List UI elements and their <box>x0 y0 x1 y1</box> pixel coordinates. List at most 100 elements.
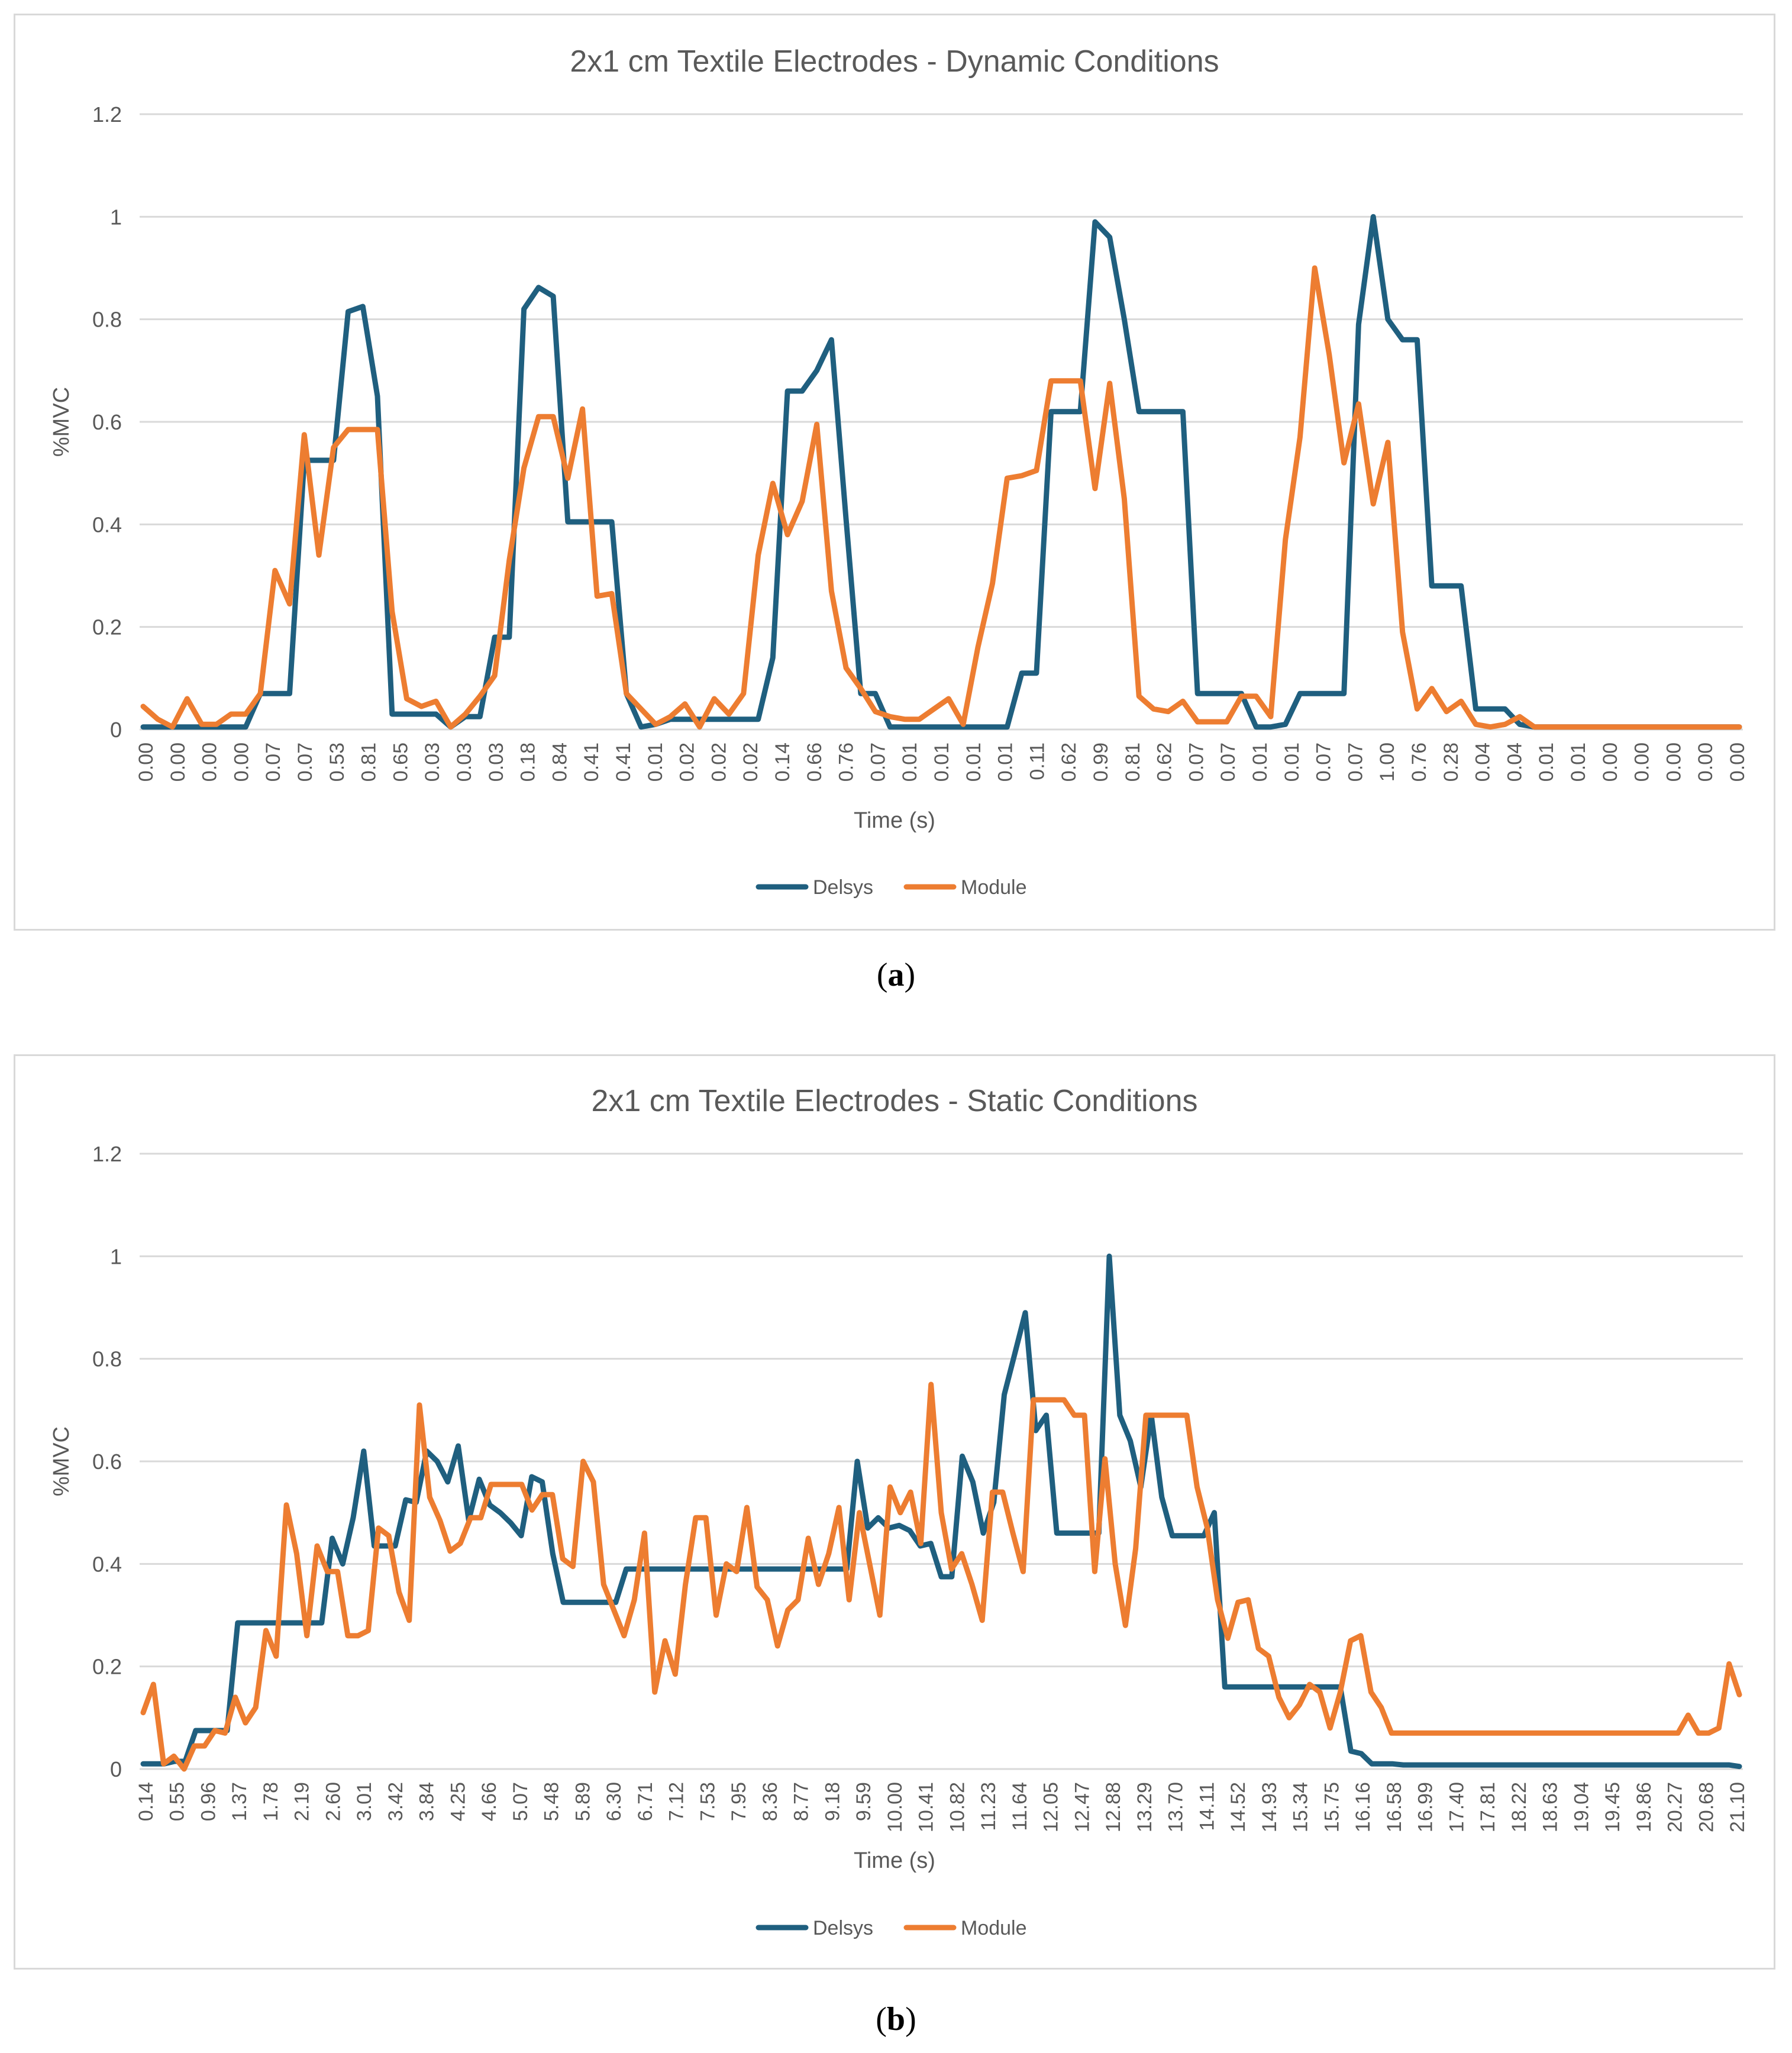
x-tick-label: 19.86 <box>1633 1782 1655 1832</box>
x-tick-label: 0.41 <box>612 743 635 782</box>
y-tick-label: 0.8 <box>92 1347 122 1371</box>
x-tick-label: 0.00 <box>1726 743 1749 782</box>
x-tick-label: 0.41 <box>580 743 603 782</box>
x-axis-label: Time (s) <box>854 808 935 833</box>
series-line-delsys <box>140 1253 1742 1770</box>
x-tick-label: 0.53 <box>326 743 348 782</box>
x-tick-label: 8.77 <box>790 1782 813 1821</box>
y-tick-label: 0.6 <box>92 410 122 434</box>
x-tick-label: 10.41 <box>915 1782 938 1832</box>
x-tick-label: 0.14 <box>771 743 794 782</box>
x-tick-label: 0.00 <box>1599 743 1622 782</box>
x-tick-label: 0.02 <box>708 743 730 782</box>
x-tick-label: 0.76 <box>835 743 858 782</box>
x-tick-label: 3.84 <box>416 1782 438 1821</box>
x-tick-label: 0.76 <box>1408 743 1431 782</box>
x-tick-label: 0.01 <box>1535 743 1558 782</box>
y-tick-label: 1 <box>110 1244 122 1268</box>
x-tick-label: 14.93 <box>1258 1782 1281 1832</box>
y-tick-label: 0.2 <box>92 1655 122 1679</box>
dynamic-chart-svg: 2x1 cm Textile Electrodes - Dynamic Cond… <box>49 44 1749 899</box>
x-tick-label: 0.00 <box>135 743 157 782</box>
x-tick-label: 14.52 <box>1227 1782 1249 1832</box>
x-tick-label: 0.07 <box>1344 743 1367 782</box>
x-tick-label: 6.71 <box>634 1782 657 1821</box>
legend-label-delsys: Delsys <box>813 876 873 899</box>
x-tick-label: 4.25 <box>447 1782 469 1821</box>
x-tick-label: 0.04 <box>1503 743 1526 782</box>
y-tick-label: 0 <box>110 1757 122 1781</box>
x-tick-label: 4.66 <box>478 1782 501 1821</box>
x-tick-label: 0.65 <box>389 743 412 782</box>
x-tick-label: 12.05 <box>1040 1782 1063 1832</box>
x-tick-label: 5.89 <box>571 1782 594 1821</box>
x-tick-label: 14.11 <box>1196 1782 1218 1831</box>
x-tick-label: 0.07 <box>867 743 889 782</box>
x-tick-label: 16.58 <box>1383 1782 1406 1832</box>
x-tick-label: 3.42 <box>385 1782 407 1821</box>
x-tick-label: 8.36 <box>759 1782 782 1821</box>
x-tick-label: 6.30 <box>603 1782 625 1821</box>
x-tick-label: 12.47 <box>1071 1782 1093 1832</box>
chart-title: 2x1 cm Textile Electrodes - Static Condi… <box>591 1084 1197 1118</box>
legend-label-delsys: Delsys <box>813 1917 873 1939</box>
x-tick-label: 0.84 <box>548 743 571 782</box>
x-tick-label: 0.07 <box>1185 743 1207 782</box>
y-tick-label: 0.8 <box>92 308 122 332</box>
chart-title: 2x1 cm Textile Electrodes - Dynamic Cond… <box>570 44 1219 79</box>
x-tick-label: 5.48 <box>541 1782 563 1821</box>
x-tick-label: 0.00 <box>167 743 189 782</box>
caption-b: (b) <box>876 2001 916 2038</box>
x-tick-label: 0.55 <box>166 1782 189 1821</box>
x-tick-label: 11.64 <box>1009 1782 1031 1831</box>
x-tick-label: 0.03 <box>421 743 444 782</box>
x-tick-label: 5.07 <box>509 1782 532 1821</box>
x-tick-label: 9.59 <box>853 1782 875 1821</box>
x-tick-label: 0.81 <box>358 743 380 782</box>
series-line-delsys <box>140 214 1742 730</box>
x-tick-label: 7.95 <box>728 1782 750 1821</box>
x-tick-label: 13.29 <box>1134 1782 1156 1832</box>
y-axis-label: %MVC <box>49 387 74 457</box>
series-line-module <box>140 265 1742 730</box>
x-tick-label: 20.68 <box>1695 1782 1717 1832</box>
caption-b-letter: b <box>886 2001 906 2038</box>
x-tick-label: 12.88 <box>1102 1782 1125 1832</box>
x-tick-label: 0.00 <box>1631 743 1654 782</box>
y-tick-label: 1 <box>110 205 122 229</box>
y-axis-label: %MVC <box>49 1426 74 1496</box>
x-tick-label: 0.00 <box>1694 743 1717 782</box>
x-tick-label: 0.01 <box>899 743 921 782</box>
x-tick-label: 3.01 <box>353 1782 376 1821</box>
x-tick-label: 0.04 <box>1472 743 1494 782</box>
x-tick-label: 0.00 <box>1662 743 1685 782</box>
legend-label-module: Module <box>961 1917 1027 1939</box>
x-tick-label: 11.23 <box>977 1782 1000 1831</box>
y-tick-label: 1.2 <box>92 102 122 127</box>
x-tick-label: 0.01 <box>1281 743 1303 782</box>
x-tick-label: 1.78 <box>260 1782 282 1821</box>
caption-a: (a) <box>876 957 916 993</box>
x-tick-label: 0.07 <box>262 743 285 782</box>
x-tick-label: 0.00 <box>230 743 253 782</box>
x-tick-label: 0.01 <box>931 743 953 782</box>
x-tick-label: 2.60 <box>322 1782 344 1821</box>
x-tick-label: 16.99 <box>1415 1782 1437 1832</box>
x-tick-label: 0.07 <box>294 743 317 782</box>
x-tick-label: 19.45 <box>1602 1782 1624 1832</box>
x-tick-label: 9.18 <box>821 1782 844 1821</box>
x-tick-label: 10.82 <box>946 1782 968 1832</box>
y-tick-label: 0.4 <box>92 512 122 537</box>
legend-label-module: Module <box>961 876 1027 899</box>
x-tick-label: 7.12 <box>666 1782 688 1821</box>
x-tick-label: 0.01 <box>995 743 1017 782</box>
x-tick-label: 0.03 <box>485 743 508 782</box>
x-tick-label: 0.96 <box>197 1782 219 1821</box>
x-tick-label: 0.01 <box>644 743 667 782</box>
x-tick-label: 0.00 <box>199 743 221 782</box>
x-tick-label: 19.04 <box>1570 1782 1593 1832</box>
x-tick-label: 0.03 <box>453 743 476 782</box>
x-tick-label: 0.11 <box>1026 743 1048 780</box>
chart-panel-dynamic: 2x1 cm Textile Electrodes - Dynamic Cond… <box>14 14 1775 931</box>
x-tick-label: 18.63 <box>1539 1782 1562 1832</box>
